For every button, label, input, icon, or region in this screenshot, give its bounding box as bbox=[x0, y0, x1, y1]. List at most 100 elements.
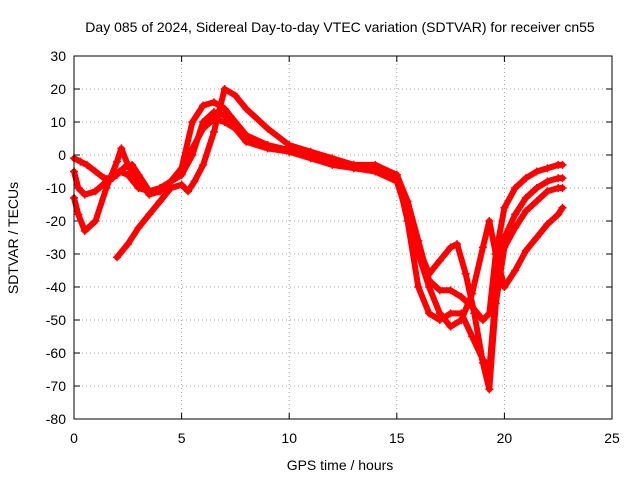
data-point bbox=[392, 177, 401, 186]
data-point bbox=[543, 187, 552, 196]
y-tick-label: -30 bbox=[46, 246, 66, 262]
data-point bbox=[453, 240, 462, 249]
data-point bbox=[558, 203, 567, 212]
data-point bbox=[166, 184, 175, 192]
data-point bbox=[521, 246, 530, 255]
data-point bbox=[91, 167, 100, 176]
data-point bbox=[435, 256, 444, 265]
series-line bbox=[71, 109, 566, 373]
data-point bbox=[184, 187, 193, 196]
series-track-4 bbox=[113, 85, 567, 331]
data-point bbox=[209, 127, 218, 136]
data-point bbox=[371, 167, 380, 176]
data-point bbox=[190, 177, 199, 186]
data-point bbox=[461, 269, 470, 278]
x-tick-label: 25 bbox=[604, 430, 620, 446]
data-point bbox=[102, 184, 111, 192]
data-point bbox=[134, 177, 143, 186]
data-point bbox=[435, 309, 444, 318]
data-point bbox=[468, 289, 477, 298]
y-tick-label: -10 bbox=[46, 180, 66, 196]
grid bbox=[74, 56, 612, 419]
data-point bbox=[123, 240, 132, 249]
data-point bbox=[543, 177, 552, 186]
data-point bbox=[457, 316, 466, 324]
x-tick-label: 10 bbox=[281, 430, 297, 446]
data-point bbox=[532, 184, 541, 192]
data-point bbox=[188, 118, 197, 126]
data-point bbox=[558, 184, 567, 192]
data-point bbox=[521, 193, 530, 202]
data-point bbox=[134, 223, 143, 232]
data-point bbox=[478, 243, 487, 252]
data-point bbox=[80, 226, 89, 235]
data-point bbox=[543, 164, 552, 173]
data-point bbox=[403, 210, 412, 219]
x-tick-label: 0 bbox=[70, 430, 78, 446]
data-point bbox=[349, 160, 358, 169]
data-point bbox=[199, 118, 208, 126]
data-point bbox=[113, 253, 122, 262]
data-point bbox=[119, 164, 128, 173]
data-point bbox=[511, 210, 520, 219]
data-point bbox=[543, 220, 552, 229]
y-tick-label: -40 bbox=[46, 279, 66, 295]
data-point bbox=[145, 210, 154, 219]
data-point bbox=[532, 197, 541, 206]
data-point bbox=[468, 332, 477, 341]
x-tick-label: 15 bbox=[389, 430, 405, 446]
data-point bbox=[209, 98, 218, 107]
data-point bbox=[188, 151, 197, 159]
data-point bbox=[91, 187, 100, 196]
data-point bbox=[435, 286, 444, 295]
data-series bbox=[70, 85, 567, 394]
data-point bbox=[231, 124, 240, 133]
data-point bbox=[457, 292, 466, 301]
data-point bbox=[328, 154, 337, 163]
data-point bbox=[446, 243, 455, 252]
series-line bbox=[114, 86, 566, 330]
data-point bbox=[478, 316, 487, 324]
data-point bbox=[231, 91, 240, 100]
y-tick-label: -80 bbox=[46, 411, 66, 427]
data-point bbox=[478, 355, 487, 364]
data-point bbox=[425, 283, 434, 291]
y-tick-label: -20 bbox=[46, 213, 66, 229]
data-point bbox=[74, 210, 83, 219]
data-point bbox=[76, 157, 85, 166]
data-point bbox=[521, 207, 530, 216]
y-tick-label: -50 bbox=[46, 312, 66, 328]
data-point bbox=[242, 137, 251, 146]
data-point bbox=[263, 144, 272, 153]
data-point bbox=[263, 124, 272, 133]
data-point bbox=[199, 101, 208, 110]
data-point bbox=[511, 184, 520, 192]
data-point bbox=[532, 167, 541, 176]
data-point bbox=[532, 233, 541, 242]
data-point bbox=[74, 184, 83, 192]
data-point bbox=[123, 170, 132, 179]
data-point bbox=[511, 223, 520, 232]
data-point bbox=[500, 233, 509, 242]
data-point bbox=[156, 197, 165, 206]
data-point bbox=[511, 266, 520, 275]
x-axis-label: GPS time / hours bbox=[287, 457, 394, 473]
y-tick-label: 20 bbox=[50, 81, 66, 97]
data-point bbox=[470, 309, 479, 318]
data-point bbox=[558, 174, 567, 183]
data-point bbox=[485, 385, 494, 394]
data-point bbox=[521, 174, 530, 183]
y-axis-label: SDTVAR / TECUs bbox=[5, 182, 21, 294]
y-tick-label: -70 bbox=[46, 378, 66, 394]
data-point bbox=[446, 322, 455, 331]
y-tick-label: 10 bbox=[50, 114, 66, 130]
data-point bbox=[485, 365, 494, 374]
data-point bbox=[500, 203, 509, 212]
data-point bbox=[123, 160, 132, 169]
data-point bbox=[485, 217, 494, 225]
data-point bbox=[156, 187, 165, 196]
chart-title: Day 085 of 2024, Sidereal Day-to-day VTE… bbox=[85, 19, 595, 35]
data-point bbox=[145, 190, 154, 199]
data-point bbox=[446, 309, 455, 318]
